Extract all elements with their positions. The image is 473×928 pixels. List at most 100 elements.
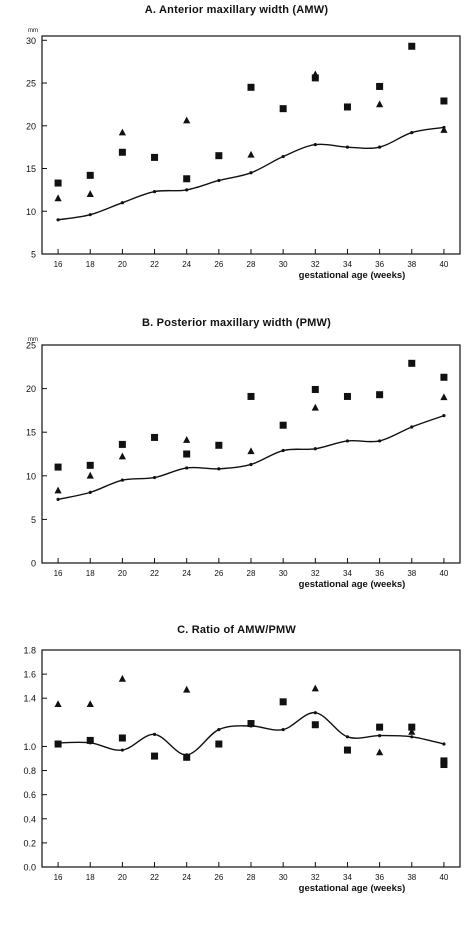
x-tick-label: 16 <box>54 260 63 269</box>
trend-line <box>58 711 445 756</box>
x-tick-label: 24 <box>182 569 191 578</box>
square-point <box>118 148 126 156</box>
line-point <box>313 447 317 451</box>
x-axis-label: gestational age (weeks) <box>299 270 406 281</box>
square-point <box>376 82 384 90</box>
square-point <box>54 740 62 748</box>
square-point <box>408 42 416 50</box>
triangle-point <box>408 727 416 735</box>
x-tick-label: 32 <box>311 260 320 269</box>
y-tick-label: 20 <box>26 384 36 394</box>
line-point <box>120 478 124 482</box>
line-point <box>313 711 317 715</box>
line-point <box>152 732 157 736</box>
x-tick-label: 22 <box>150 260 159 269</box>
square-point <box>215 740 223 748</box>
square-point <box>311 385 319 393</box>
y-unit-label: mm <box>28 337 38 343</box>
line-point <box>378 733 382 738</box>
square-point <box>215 441 223 449</box>
y-tick-label: 30 <box>26 36 36 46</box>
line-point <box>120 748 124 752</box>
triangle-point <box>183 116 191 124</box>
x-tick-label: 34 <box>343 260 352 269</box>
pmw-chart: mm 0 5 10 15 20 25 16 18 20 22 24 26 28 30 32 34 36 38 40 ge… <box>26 337 461 590</box>
line-point <box>152 189 157 194</box>
triangle-point <box>86 700 94 708</box>
square-point <box>376 723 384 731</box>
line-point <box>88 213 92 217</box>
square-point <box>54 463 62 471</box>
triangle-point <box>440 126 448 133</box>
x-tick-label: 36 <box>375 569 384 578</box>
line-point <box>442 414 446 418</box>
square-point <box>343 392 351 400</box>
y-tick-label: 15 <box>26 164 36 174</box>
x-tick-label: 28 <box>247 260 256 269</box>
square-point <box>86 736 94 744</box>
triangle-point <box>118 452 126 460</box>
square-point <box>118 734 126 742</box>
x-tick-label: 38 <box>407 873 416 882</box>
y-tick-label: 1.6 <box>23 670 36 680</box>
y-tick-label: 10 <box>26 207 36 217</box>
trend-line <box>57 414 445 501</box>
y-tick-label: 0.4 <box>23 814 36 824</box>
y-tick-label: 0.6 <box>23 790 36 800</box>
triangle-point <box>311 70 319 78</box>
triangle-point <box>311 684 319 692</box>
triangle-point <box>118 674 126 682</box>
x-tick-label: 32 <box>311 569 320 578</box>
line-point <box>185 466 189 470</box>
square-point <box>279 105 287 113</box>
line-point <box>378 145 382 149</box>
x-tick-label: 16 <box>54 569 63 578</box>
chart-title: A. Anterior maxillary width (AMW) <box>144 4 329 16</box>
square-point <box>408 359 416 367</box>
x-tick-label: 28 <box>247 873 256 882</box>
line-point <box>56 218 60 222</box>
x-tick-label: 26 <box>214 569 223 578</box>
x-tick-label: 26 <box>214 873 223 882</box>
line-point <box>313 142 317 147</box>
line-point <box>217 467 221 471</box>
line-point <box>378 439 382 443</box>
square-point <box>279 421 287 429</box>
line-point <box>345 145 350 149</box>
line-point <box>217 178 221 183</box>
panel-ratio: C. Ratio of AMW/PMW 0.0 0.2 0.4 0.6 0.8 1.0 1.… <box>0 600 473 904</box>
y-tick-label: 1.4 <box>23 694 36 704</box>
plot-frame <box>41 649 461 868</box>
x-tick-label: 30 <box>279 569 288 578</box>
x-tick-label: 34 <box>343 569 352 578</box>
square-point <box>440 97 448 105</box>
x-tick-label: 16 <box>54 873 63 882</box>
line-point <box>281 154 285 159</box>
square-point <box>440 761 448 769</box>
x-tick-label: 38 <box>407 260 416 269</box>
square-point <box>86 171 94 179</box>
line-point <box>410 131 414 135</box>
square-point <box>151 752 159 760</box>
x-tick-label: 30 <box>279 873 288 882</box>
y-tick-label: 0.0 <box>23 863 36 873</box>
x-tick-label: 30 <box>279 260 288 269</box>
x-tick-label: 28 <box>247 569 256 578</box>
line-point <box>442 742 446 746</box>
square-point <box>279 698 287 706</box>
square-point <box>54 179 62 187</box>
square-point <box>408 723 416 731</box>
line-point <box>56 497 60 501</box>
amw-chart: mm 5 10 15 20 25 30 16 18 20 22 24 26 28 30 32 34 36 38 40 g… <box>26 28 461 281</box>
x-tick-label: 36 <box>375 873 384 882</box>
square-point <box>183 753 191 761</box>
square-point <box>343 746 351 754</box>
x-tick-label: 32 <box>311 873 320 882</box>
x-tick-label: 20 <box>118 873 127 882</box>
ratio-chart: 0.0 0.2 0.4 0.6 0.8 1.0 1.4 1.6 1.8 16 18 20 22 24 26 2… <box>23 646 461 894</box>
line-point <box>410 735 414 739</box>
x-tick-label: 40 <box>439 260 448 269</box>
line-point <box>281 727 285 732</box>
triangle-point <box>311 403 319 411</box>
y-tick-label: 15 <box>26 428 36 438</box>
